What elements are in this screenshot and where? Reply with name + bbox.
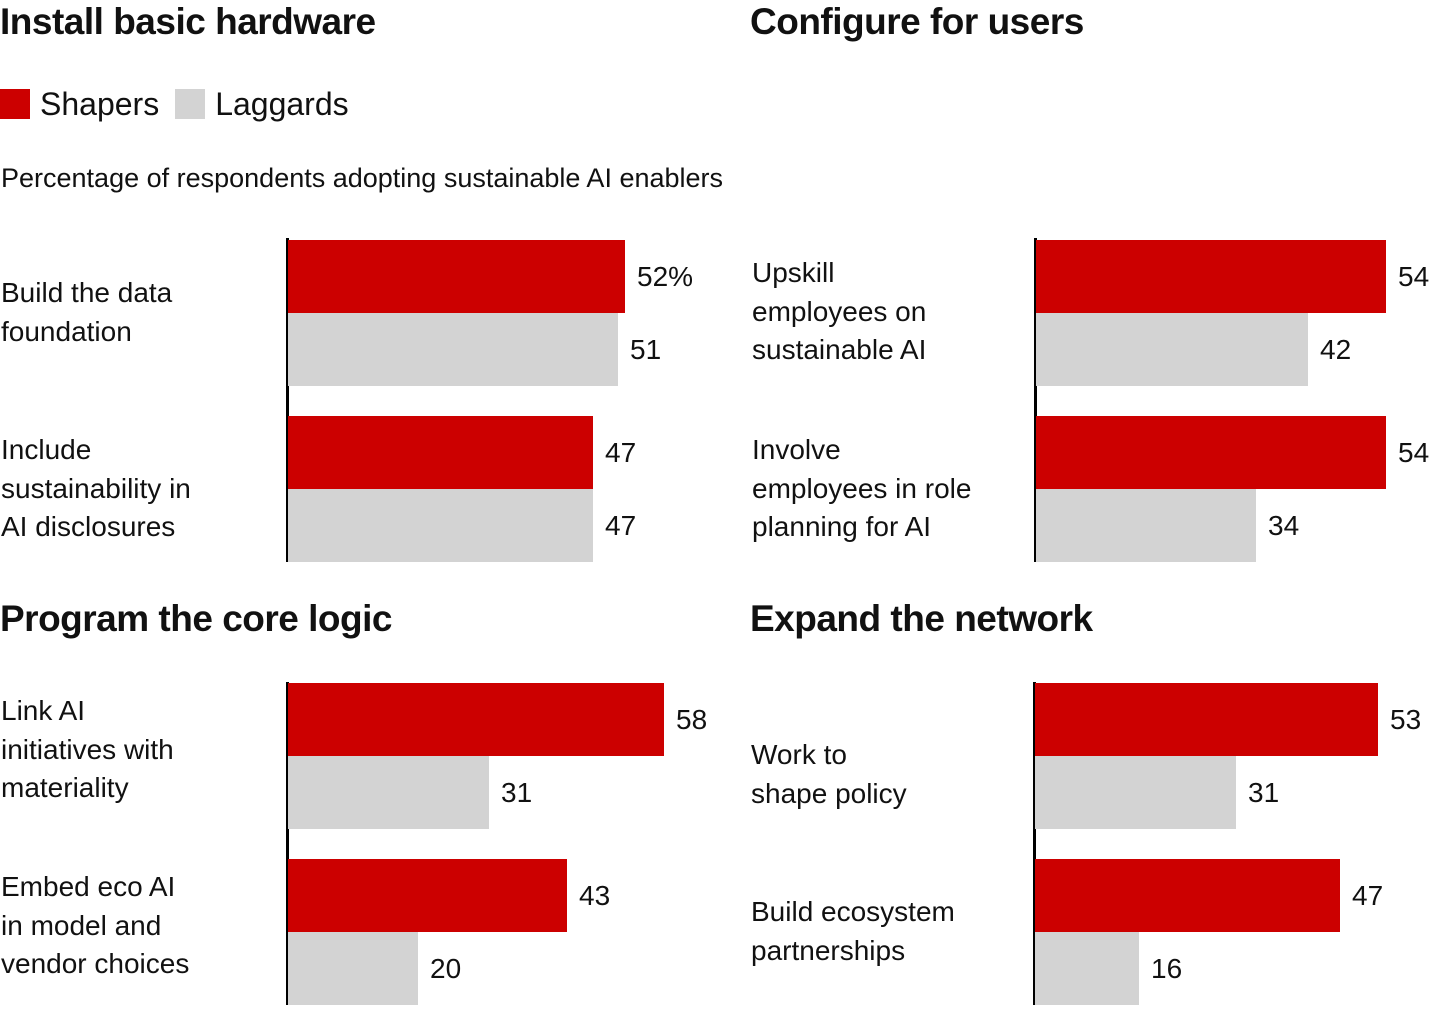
value-label-shapers: 47 (605, 436, 637, 468)
bar-laggards (288, 756, 489, 829)
panel-title-expand-network: Expand the network (750, 598, 1093, 639)
category-label: Work to shape policy (751, 739, 907, 809)
legend-label-shapers: Shapers (40, 85, 160, 122)
panel-title-program-core-logic: Program the core logic (0, 598, 393, 639)
legend-swatch-shapers (0, 89, 30, 119)
bar-laggards (288, 489, 593, 562)
category-label: Include sustainability in AI disclosures (1, 434, 191, 542)
chart-subtitle: Percentage of respondents adopting susta… (1, 163, 724, 193)
category-label: Build ecosystem partnerships (751, 896, 955, 966)
value-label-laggards: 51 (630, 333, 662, 365)
bar-shapers (288, 240, 625, 313)
y-axis-line (1033, 682, 1036, 1005)
bar-laggards (1036, 313, 1308, 386)
category-label: Upskill employees on sustainable AI (752, 257, 927, 365)
panel-title-configure-for-users: Configure for users (750, 1, 1084, 42)
category-label: Embed eco AI in model and vendor choices (1, 871, 190, 979)
legend: Shapers Laggards (0, 86, 365, 122)
value-label-laggards: 31 (1248, 776, 1280, 808)
bar-laggards (288, 313, 618, 386)
value-label-laggards: 34 (1268, 509, 1300, 541)
value-label-laggards: 47 (605, 509, 637, 541)
value-label-laggards: 20 (430, 952, 462, 984)
panel-title-install-basic-hardware: Install basic hardware (0, 1, 376, 42)
bar-laggards (1036, 489, 1256, 562)
legend-label-laggards: Laggards (215, 85, 349, 122)
value-label-shapers: 58 (676, 703, 708, 735)
bar-laggards (1035, 756, 1236, 829)
legend-swatch-laggards (175, 89, 206, 119)
bar-shapers (1035, 683, 1378, 756)
value-label-shapers: 52% (637, 260, 694, 292)
value-label-shapers: 43 (579, 879, 611, 911)
bar-shapers (1036, 416, 1386, 489)
bar-shapers (288, 416, 593, 489)
category-label: Link AI initiatives with materiality (1, 695, 174, 803)
y-axis-line (286, 238, 289, 562)
category-label: Build the data foundation (1, 277, 173, 347)
bar-shapers (1036, 240, 1386, 313)
bar-laggards (1035, 932, 1139, 1005)
value-label-laggards: 31 (501, 776, 533, 808)
bar-shapers (1035, 859, 1340, 932)
bar-shapers (288, 859, 567, 932)
bar-laggards (288, 932, 418, 1005)
value-label-shapers: 47 (1352, 879, 1384, 911)
value-label-shapers: 53 (1390, 703, 1422, 735)
value-label-shapers: 54 (1398, 436, 1430, 468)
value-label-laggards: 42 (1320, 333, 1352, 365)
y-axis-line (1034, 238, 1037, 562)
value-label-laggards: 16 (1151, 952, 1183, 984)
y-axis-line (286, 682, 289, 1005)
bar-shapers (288, 683, 664, 756)
value-label-shapers: 54 (1398, 260, 1430, 292)
category-label: Involve employees in role planning for A… (752, 434, 972, 542)
